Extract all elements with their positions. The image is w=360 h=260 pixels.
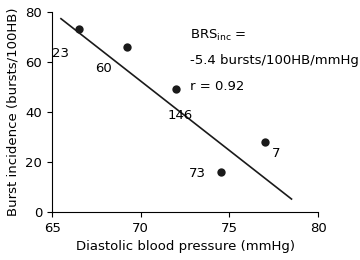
Text: -5.4 bursts/100HB/mmHg: -5.4 bursts/100HB/mmHg	[190, 54, 359, 67]
Text: $\mathrm{BRS_{inc}}$ =: $\mathrm{BRS_{inc}}$ =	[190, 28, 247, 43]
Text: 23: 23	[52, 47, 69, 60]
Text: 146: 146	[167, 109, 193, 122]
Text: r = 0.92: r = 0.92	[190, 80, 245, 93]
Y-axis label: Burst incidence (bursts/100HB): Burst incidence (bursts/100HB)	[7, 8, 20, 216]
Text: 73: 73	[189, 167, 206, 180]
Text: 7: 7	[272, 147, 280, 160]
Text: 60: 60	[95, 62, 111, 75]
X-axis label: Diastolic blood pressure (mmHg): Diastolic blood pressure (mmHg)	[76, 240, 294, 253]
